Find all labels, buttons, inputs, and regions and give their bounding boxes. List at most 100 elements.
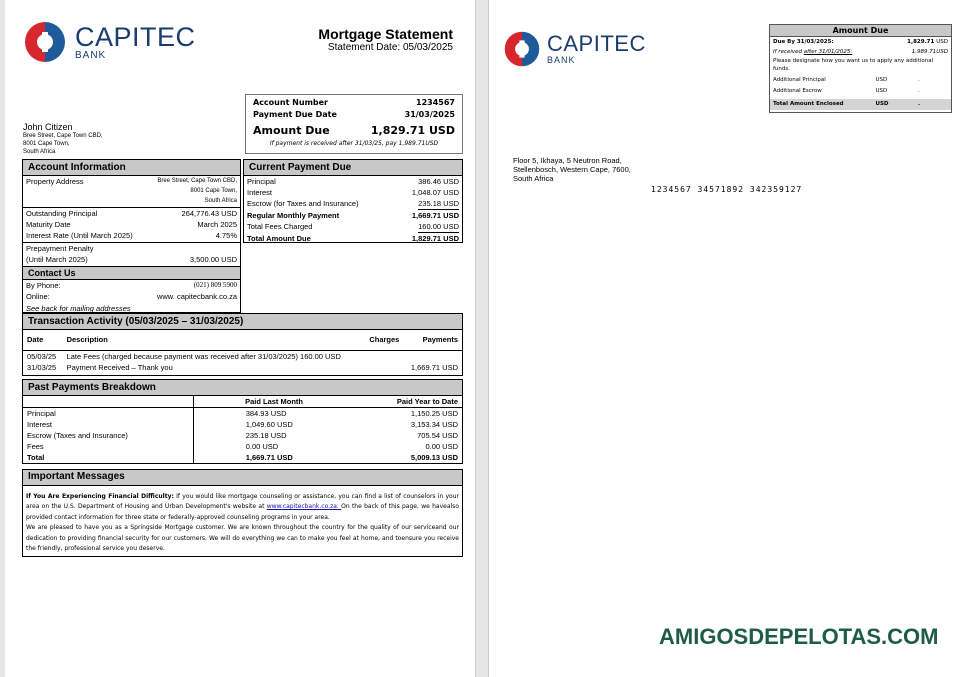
unit: USD (875, 101, 889, 107)
cell: 1,669.71 USD (192, 452, 355, 463)
brand-sub: BANK (75, 49, 107, 61)
message-text: We are pleased to have you as a Springsi… (26, 524, 459, 552)
watermark: AMIGOSDEPELOTAS.COM (659, 624, 939, 649)
cell: 235.18 USD (192, 430, 355, 441)
phone-label: By Phone: (26, 281, 61, 290)
website-link[interactable]: www. capitecbank.co.za (156, 292, 237, 301)
unit: USD (875, 77, 888, 83)
total-enclosed-input[interactable]: . (918, 101, 921, 107)
coupon-box: Amount Due Due By 31/03/2025: 1,829.71 US… (769, 24, 952, 113)
due-row-label: Total Amount Due (247, 234, 311, 243)
past-payments-header: Past Payments Breakdown (23, 380, 462, 396)
col-description: Description (66, 335, 108, 345)
total-enclosed-label: Total Amount Enclosed (773, 101, 844, 107)
current-payment-header: Current Payment Due (244, 160, 462, 176)
cell: Payment Received – Thank you (66, 362, 173, 372)
additional-escrow-input[interactable]: . (918, 88, 920, 94)
amount-due: 1,829.71 USD (370, 124, 455, 137)
penalty-label: Prepayment Penalty (26, 244, 94, 253)
customer-name: John Citizen (23, 122, 73, 132)
table-row: Interest 1,049.60 USD 3,153.34 USD (23, 419, 462, 430)
additional-principal-label: Additional Principal (773, 77, 826, 83)
cell: 31/03/25 (27, 362, 57, 372)
mailing-note: See back for mailing addresses (26, 304, 131, 313)
transaction-activity: Transaction Activity (05/03/2025 – 31/03… (22, 313, 463, 376)
coupon-header: Amount Due (770, 25, 951, 37)
cell: 3,153.34 USD (410, 420, 458, 429)
due-row-label: Regular Monthly Payment (247, 211, 340, 220)
principal-label: Outstanding Principal (26, 209, 98, 218)
due-by-unit: USD (936, 39, 948, 45)
mailing-address-line: South Africa (513, 174, 554, 183)
current-payment-due: Current Payment Due Principal 386.46 USD … (243, 159, 463, 243)
cell: Principal (27, 409, 56, 418)
mailing-address: Floor 5, Ikhaya, 5 Neutron Road, Stellen… (513, 156, 631, 183)
cell: Fees (27, 442, 44, 451)
capitec-logo: CAPITEC BANK (23, 20, 196, 64)
statement-title: Mortgage Statement (318, 26, 453, 42)
statement-page-coupon: CAPITEC BANK Amount Due Due By 31/03/2025… (488, 0, 965, 677)
due-row-value: 386.46 USD (418, 177, 459, 186)
phone-number[interactable]: (021) 809 5900 (193, 281, 237, 289)
statement-page-front: CAPITEC BANK Mortgage Statement Statement… (5, 0, 476, 677)
cell (363, 362, 403, 373)
customer-address-line: Bree Street, Cape Town CBD, (23, 133, 103, 139)
col-payments: Payments (422, 335, 458, 345)
online-label: Online: (26, 292, 50, 301)
cell: Interest (27, 420, 53, 429)
cell: 384.93 USD (192, 407, 355, 419)
customer-address-line: South Africa (23, 149, 56, 155)
due-row-value: 1,669.71 USD (411, 211, 459, 220)
late-value: 1,989.71USD (911, 49, 948, 55)
website-link[interactable]: www.capitecbank.co.za. (266, 503, 342, 510)
message-text: If you would like mortgage counseling or… (26, 492, 459, 511)
cell: 705.54 USD (417, 431, 458, 440)
capitec-logo-icon (503, 30, 541, 68)
cell (403, 350, 462, 362)
due-row-value: 1,829.71 USD (411, 234, 459, 243)
due-date: 31/03/2025 (404, 110, 455, 119)
late-label-date: after 31/01/2025: (803, 49, 853, 55)
due-row-value: 235.18 USD (418, 199, 459, 210)
transaction-table: Date Description Charges Payments 05/03/25 L… (23, 330, 462, 373)
maturity-label: Maturity Date (26, 220, 71, 229)
micr-line: 1234567 34571892 342359127 (651, 185, 803, 194)
message-lead: If You Are Experiencing Financial Diffic… (26, 492, 174, 500)
late-payment-note: If payment is received after 31/03/25, p… (269, 140, 439, 147)
capitec-logo: CAPITEC BANK (503, 30, 646, 68)
penalty-until: (Until March 2025) (26, 255, 88, 264)
due-row-value: 160.00 USD (418, 222, 459, 233)
customer-address-line: 8001 Cape Town, (23, 141, 70, 147)
mailing-address-line: Stellenbosch, Western Cape, 7600, (513, 165, 631, 174)
brand-name: CAPITEC (547, 31, 646, 56)
additional-principal-input[interactable]: . (918, 77, 920, 83)
account-information: Account Information Property Address Bree… (22, 159, 241, 313)
col-charges: Charges (369, 335, 400, 345)
past-col-header: Paid Year to Date (396, 397, 458, 406)
account-number: 1234567 (416, 98, 455, 107)
due-date-label: Payment Due Date (253, 110, 337, 119)
account-number-label: Account Number (253, 98, 328, 107)
amount-due-label: Amount Due (253, 124, 330, 137)
statement-date: Statement Date: 05/03/2025 (327, 42, 453, 53)
table-row: 31/03/25 Payment Received – Thank you 1,66… (23, 362, 462, 373)
messages-header: Important Messages (23, 470, 462, 486)
due-row-label: Escrow (for Taxes and Insurance) (247, 199, 359, 208)
table-row: 05/03/25 Late Fees (charged because payme… (23, 350, 462, 362)
transaction-header: Transaction Activity (05/03/2025 – 31/03… (23, 314, 462, 330)
due-row-value: 1,048.07 USD (411, 188, 459, 197)
customer-address: John Citizen Bree Street, Cape Town CBD,… (23, 122, 103, 156)
cell: 5,009.13 USD (410, 453, 458, 462)
rate-value: 4.75% (215, 231, 237, 240)
property-label: Property Address (26, 177, 84, 186)
late-label: If received (773, 49, 804, 55)
important-messages: Important Messages If You Are Experienci… (22, 469, 463, 557)
account-information-header: Account Information (23, 160, 240, 176)
maturity-value: March 2025 (197, 220, 237, 229)
cell: Escrow (Taxes and Insurance) (27, 431, 128, 440)
additional-escrow-label: Additional Escrow (773, 88, 822, 94)
property-line: South Africa (204, 198, 237, 204)
due-row-label: Interest (247, 188, 273, 197)
col-date: Date (27, 335, 44, 345)
coupon-note: Please designate how you want us to appl… (773, 58, 934, 72)
